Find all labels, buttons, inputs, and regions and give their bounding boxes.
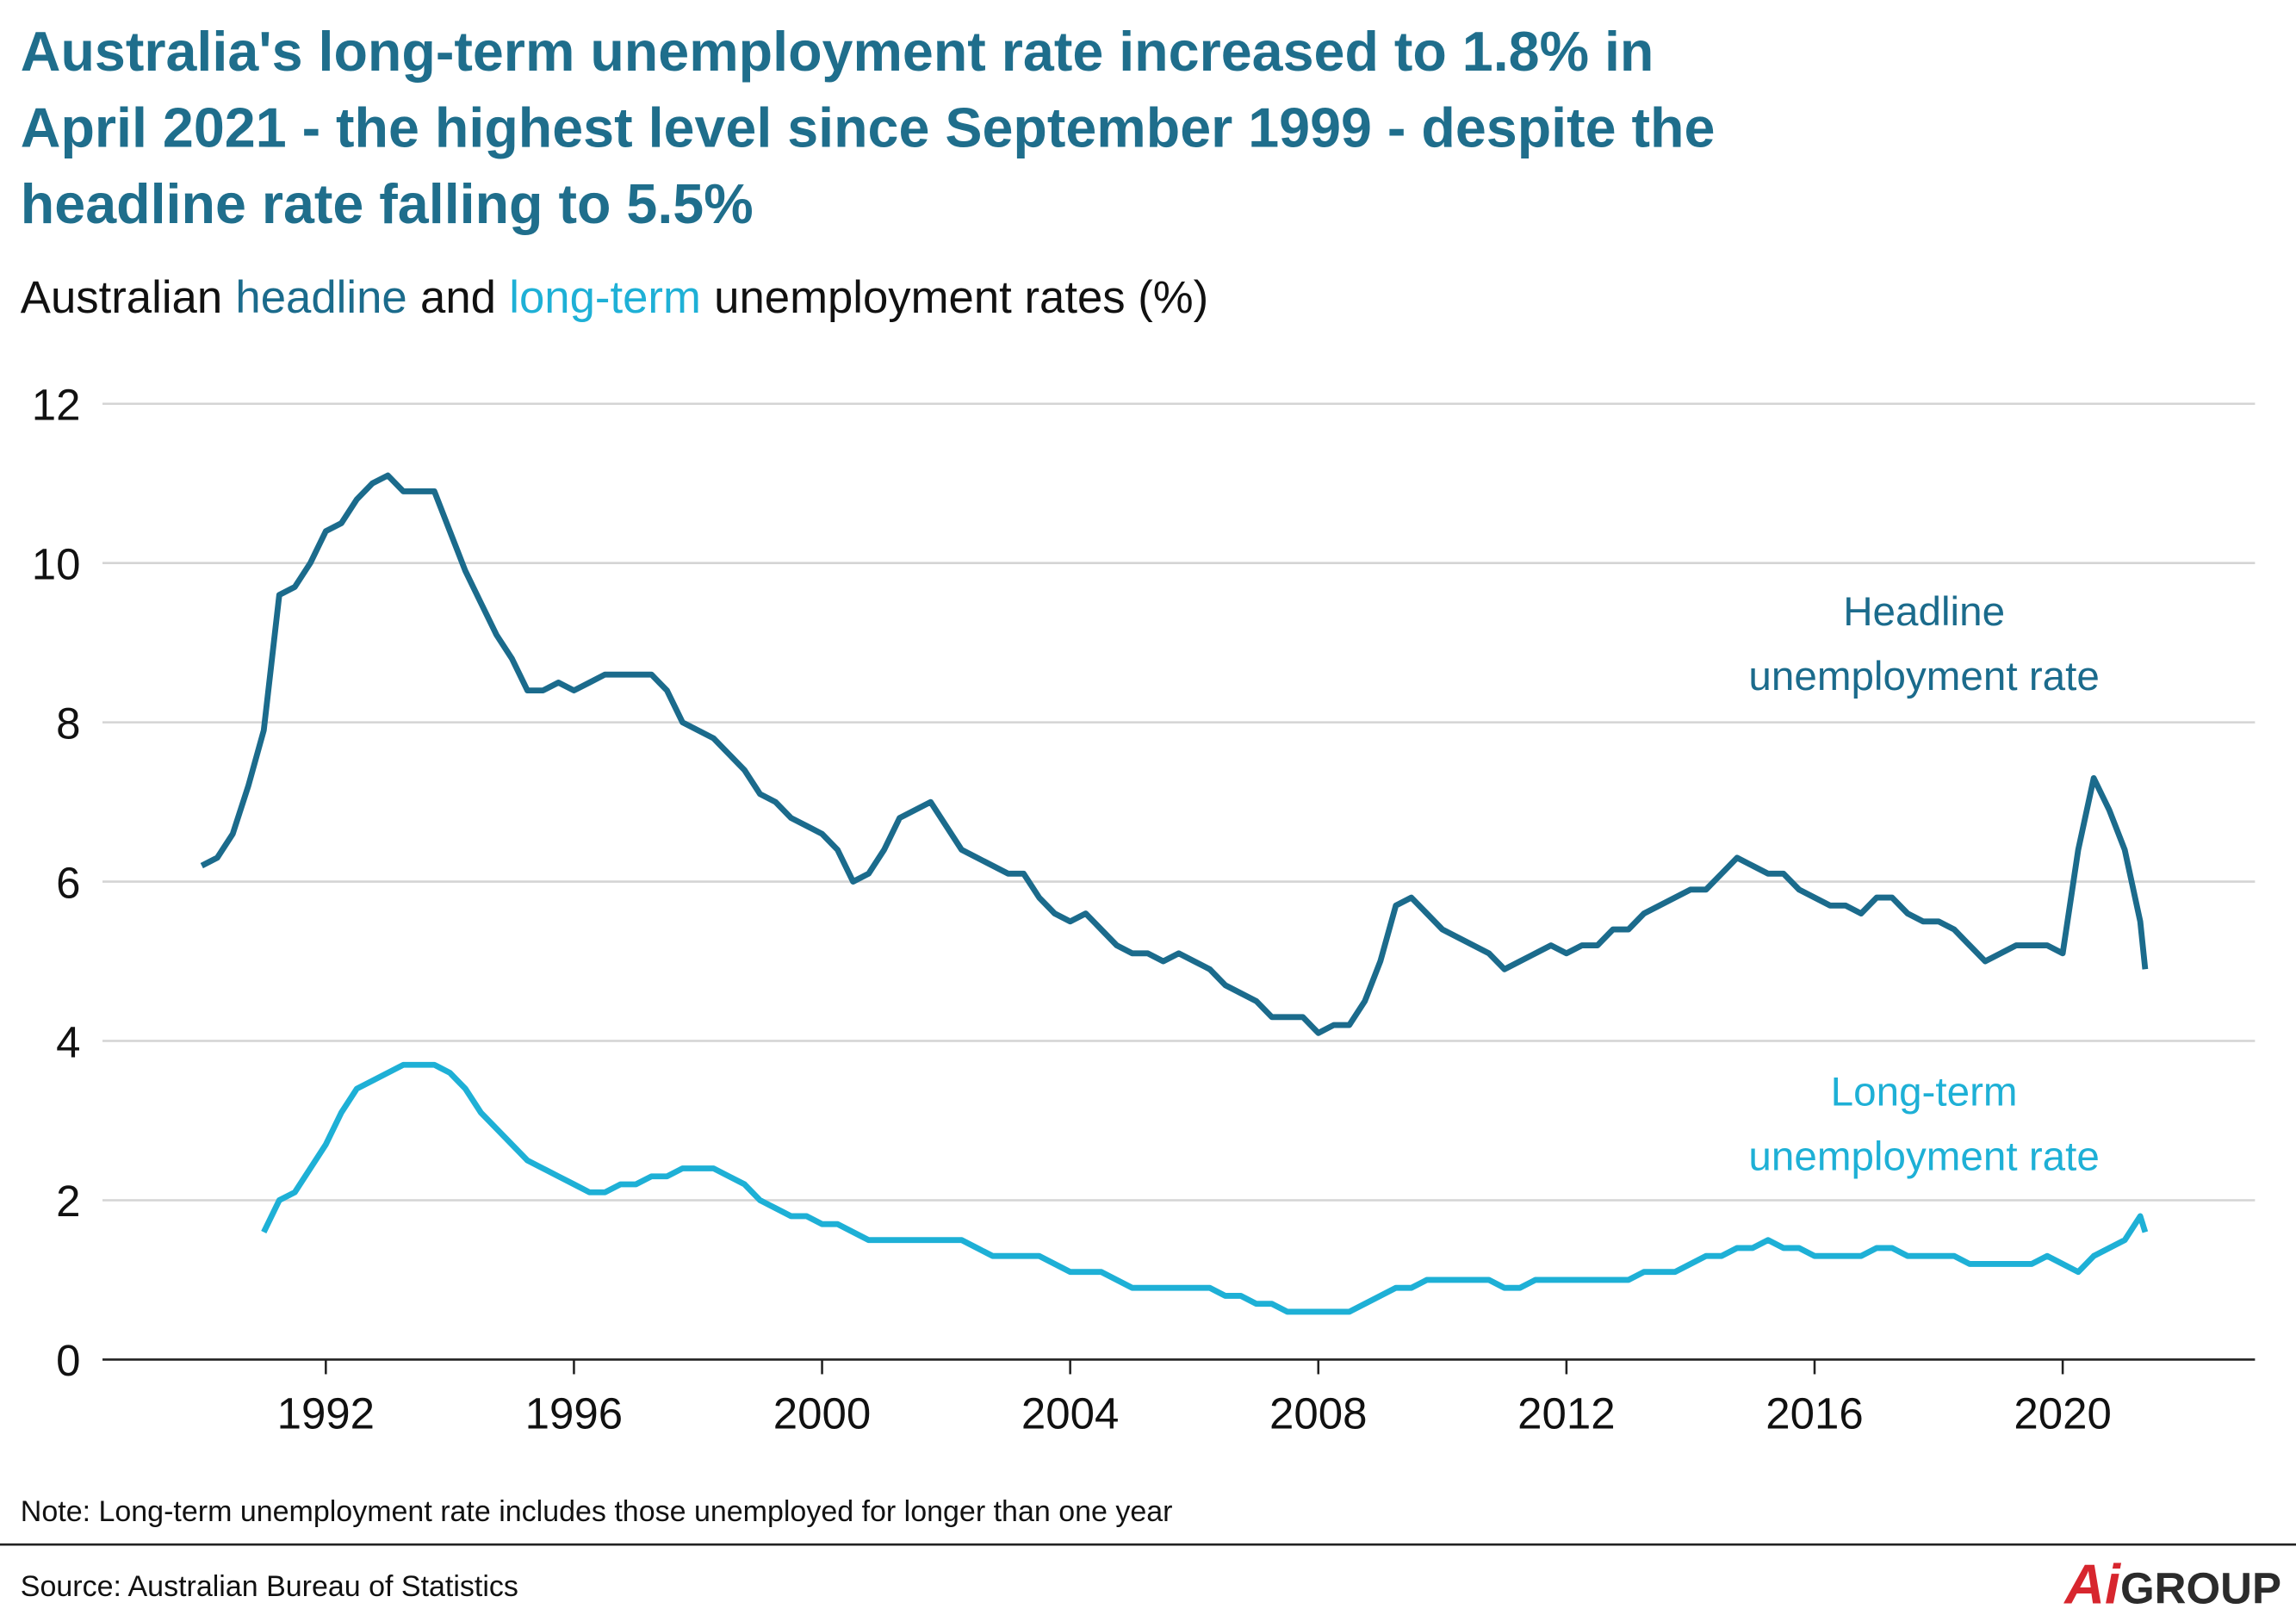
chart-subtitle: Australian headline and long-term unemployme…: [21, 272, 1208, 323]
y-tick-label: 2: [56, 1177, 80, 1226]
x-tick-label: 2020: [2014, 1388, 2111, 1438]
x-tick-label: 2000: [773, 1388, 871, 1438]
logo-word: GROUP: [2120, 1563, 2281, 1612]
subtitle-part: Australian: [21, 272, 222, 323]
y-tick-label: 12: [32, 380, 81, 429]
x-tick-label: 1992: [277, 1388, 375, 1438]
logo-mark: Ai: [2063, 1552, 2122, 1615]
y-tick-label: 10: [32, 539, 81, 588]
y-tick-label: 8: [56, 699, 80, 748]
chart-title: headline rate falling to 5.5%: [21, 172, 754, 235]
subtitle-part: long-term: [509, 272, 701, 323]
series-label: unemployment rate: [1748, 1134, 2099, 1179]
note: Note: Long-term unemployment rate includ…: [21, 1495, 1173, 1528]
series-label: unemployment rate: [1748, 654, 2099, 699]
subtitle-part: headline: [235, 272, 406, 323]
x-tick-label: 2004: [1021, 1388, 1119, 1438]
y-tick-label: 6: [56, 858, 80, 907]
subtitle-part: unemployment rates (%): [714, 272, 1208, 323]
y-tick-label: 0: [56, 1336, 80, 1385]
series-line: [200, 472, 2149, 1036]
x-tick-label: 2016: [1765, 1388, 1863, 1438]
chart-title: April 2021 - the highest level since Sep…: [21, 96, 1716, 158]
logo: AiGROUP: [2063, 1552, 2281, 1615]
x-tick-label: 2012: [1517, 1388, 1615, 1438]
series-label: Long-term: [1831, 1069, 2018, 1115]
y-tick-label: 4: [56, 1017, 80, 1066]
series-label: Headline: [1843, 589, 2005, 635]
subtitle-part: and: [420, 272, 496, 323]
series-line: [261, 1061, 2149, 1315]
x-tick-label: 2008: [1269, 1388, 1367, 1438]
x-tick-label: 1996: [525, 1388, 623, 1438]
chart-title: Australia's long-term unemployment rate …: [21, 20, 1654, 83]
source: Source: Australian Bureau of Statistics: [21, 1570, 518, 1603]
